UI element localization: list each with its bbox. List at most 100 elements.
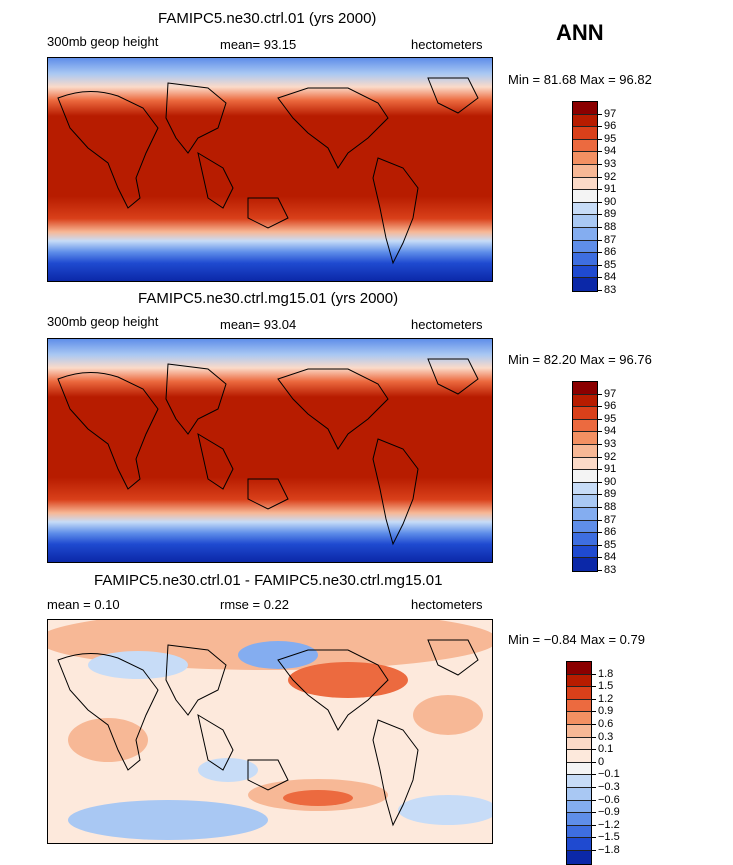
colorbar-segment: [567, 674, 591, 688]
colorbar-tick-label: 94: [597, 145, 617, 158]
panel3-title: FAMIPC5.ne30.ctrl.01 - FAMIPC5.ne30.ctrl…: [94, 572, 443, 589]
panel2-units-label: hectometers: [411, 317, 483, 332]
colorbar-segment: [573, 164, 597, 178]
panel3-map: [47, 619, 493, 844]
colorbar-segment: [573, 215, 597, 228]
colorbar-tick-label: −1.8: [592, 844, 620, 856]
colorbar-tick-label: 93: [597, 438, 617, 450]
colorbar-tick-label: 85: [597, 258, 617, 271]
colorbar-tick-label: 95: [597, 412, 617, 425]
colorbar-segment: [567, 838, 591, 851]
colorbar-segment: [573, 419, 597, 433]
colorbar-segment: [567, 662, 591, 675]
colorbar-tick-label: 92: [597, 450, 617, 463]
panel2-minmax-label: Min = 82.20 Max = 96.76: [508, 352, 652, 367]
colorbar-segment: [573, 278, 597, 291]
colorbar-tick-label: 88: [597, 221, 617, 233]
colorbar-segment: [573, 253, 597, 266]
panel2-mean-label: mean= 93.04: [220, 317, 297, 332]
colorbar-tick-label: 0.3: [591, 730, 614, 743]
colorbar-tick-label: 92: [597, 170, 617, 183]
colorbar-tick-label: 91: [597, 183, 617, 196]
colorbar-tick-label: 0.6: [591, 718, 614, 730]
colorbar-segment: [573, 444, 597, 458]
colorbar-segment: [573, 114, 597, 128]
colorbar-segment: [567, 687, 591, 700]
colorbar-tick-label: 86: [597, 246, 617, 259]
colorbar-segment: [573, 394, 597, 408]
colorbar-tick-label: 96: [597, 400, 617, 413]
colorbar-tick-label: 89: [597, 488, 617, 501]
colorbar-tick-label: 94: [597, 425, 617, 438]
colorbar-segment: [567, 699, 591, 713]
panel3-units-label: hectometers: [411, 597, 483, 612]
colorbar-segment: [567, 800, 591, 814]
colorbar-tick-label: −1.2: [592, 818, 620, 831]
colorbar-segment: [573, 520, 597, 534]
panel2-colorbar: [572, 381, 598, 572]
panel1-title: FAMIPC5.ne30.ctrl.01 (yrs 2000): [158, 10, 377, 27]
colorbar-segment: [573, 139, 597, 153]
panel1-colorbar: [572, 101, 598, 292]
colorbar-segment: [573, 470, 597, 483]
colorbar-tick-label: 87: [597, 233, 617, 246]
colorbar-tick-label: 83: [597, 564, 617, 576]
season-label: ANN: [556, 20, 604, 45]
panel1-units-label: hectometers: [411, 37, 483, 52]
colorbar-tick-label: 95: [597, 132, 617, 145]
panel2-variable-label: 300mb geop height: [47, 314, 159, 329]
colorbar-tick-label: 0: [591, 755, 605, 768]
colorbar-segment: [573, 507, 597, 521]
colorbar-segment: [573, 202, 597, 216]
colorbar-segment: [573, 177, 597, 191]
colorbar-tick-label: 0.1: [591, 743, 614, 756]
panel2-map: [47, 338, 493, 563]
colorbar-segment: [567, 762, 591, 776]
colorbar-segment: [573, 265, 597, 279]
colorbar-tick-label: 0.9: [591, 705, 614, 718]
panel1-mean-label: mean= 93.15: [220, 37, 297, 52]
colorbar-segment: [567, 775, 591, 788]
colorbar-tick-label: −1.5: [592, 831, 620, 844]
colorbar-segment: [573, 558, 597, 571]
colorbar-segment: [573, 457, 597, 471]
colorbar-tick-label: 85: [597, 538, 617, 551]
colorbar-tick-label: −0.6: [592, 793, 620, 806]
colorbar-segment: [573, 407, 597, 420]
colorbar-tick-label: 88: [597, 501, 617, 513]
colorbar-tick-label: −0.3: [592, 781, 620, 793]
panel3-colorbar: [566, 661, 592, 865]
colorbar-tick-label: 83: [597, 284, 617, 296]
colorbar-segment: [573, 227, 597, 241]
colorbar-tick-label: 97: [597, 387, 617, 400]
colorbar-tick-label: −0.9: [592, 806, 620, 819]
panel1-map: [47, 57, 493, 282]
colorbar-tick-label: 84: [597, 551, 617, 564]
colorbar-segment: [567, 712, 591, 725]
panel1-minmax-label: Min = 81.68 Max = 96.82: [508, 72, 652, 87]
colorbar-tick-label: 93: [597, 158, 617, 170]
colorbar-tick-label: 1.8: [591, 667, 614, 680]
colorbar-tick-label: 90: [597, 475, 617, 488]
colorbar-tick-label: 97: [597, 107, 617, 120]
colorbar-tick-label: 84: [597, 271, 617, 284]
colorbar-segment: [573, 190, 597, 203]
colorbar-segment: [573, 127, 597, 140]
colorbar-segment: [573, 545, 597, 559]
panel3-rmse-label: rmse = 0.22: [220, 597, 290, 612]
colorbar-tick-label: 1.5: [591, 680, 614, 693]
colorbar-segment: [573, 382, 597, 395]
colorbar-segment: [573, 102, 597, 115]
colorbar-segment: [567, 825, 591, 839]
colorbar-segment: [567, 850, 591, 864]
colorbar-segment: [573, 152, 597, 165]
colorbar-segment: [567, 750, 591, 763]
panel2-title: FAMIPC5.ne30.ctrl.mg15.01 (yrs 2000): [138, 290, 399, 307]
colorbar-segment: [567, 813, 591, 826]
colorbar-tick-label: −0.1: [592, 768, 620, 781]
colorbar-tick-label: 91: [597, 463, 617, 476]
colorbar-segment: [573, 240, 597, 254]
colorbar-segment: [567, 737, 591, 751]
colorbar-tick-label: 89: [597, 208, 617, 221]
